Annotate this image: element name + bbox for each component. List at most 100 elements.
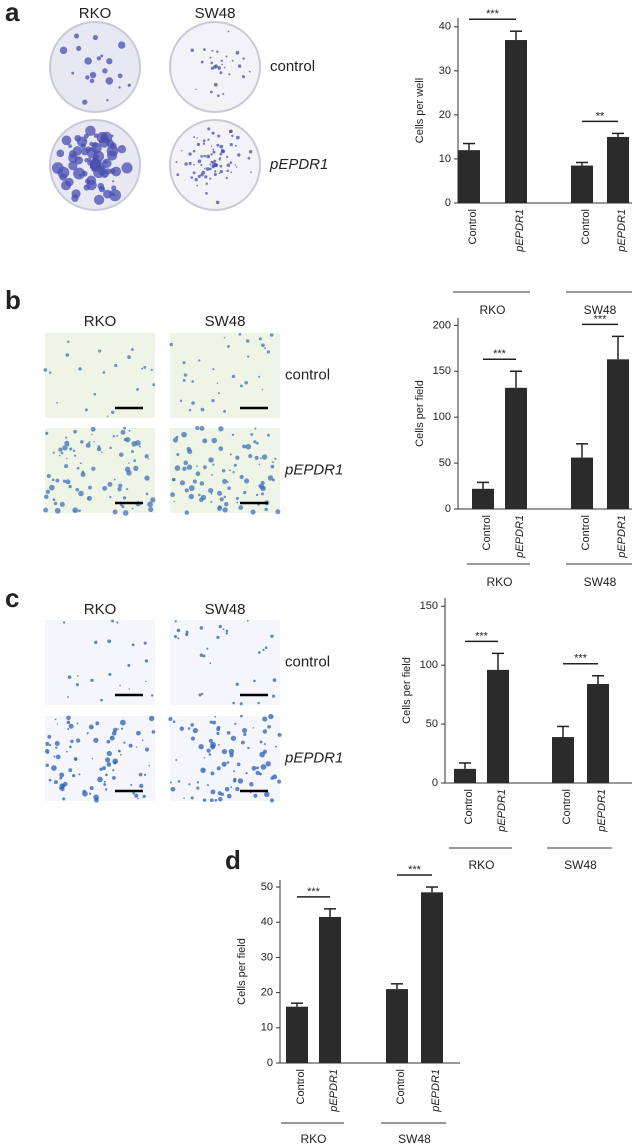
cell <box>175 435 179 439</box>
image-column-label: SW48 <box>195 5 236 22</box>
cell <box>87 157 92 162</box>
x-tick-label: Control <box>580 209 592 244</box>
cell <box>254 455 259 460</box>
cell <box>205 192 208 195</box>
cell <box>75 683 79 687</box>
cell <box>245 772 248 775</box>
cell <box>235 786 240 792</box>
cell <box>224 501 229 507</box>
cell <box>221 63 223 66</box>
cell <box>122 496 127 500</box>
cell <box>217 743 220 746</box>
panel-letter: a <box>5 0 20 27</box>
cell <box>68 161 78 171</box>
cell <box>233 770 236 773</box>
cell <box>186 446 191 452</box>
cell <box>202 798 207 802</box>
cell <box>226 163 231 168</box>
cell <box>176 628 181 633</box>
cell <box>193 136 196 138</box>
cell <box>65 750 68 753</box>
bar <box>607 359 629 509</box>
cell <box>144 659 149 663</box>
cell <box>138 445 142 448</box>
cell <box>73 33 80 39</box>
cell <box>227 344 230 348</box>
cell <box>198 493 201 497</box>
cell <box>54 740 60 746</box>
x-tick-label: Control <box>395 1069 407 1104</box>
cell <box>151 730 156 734</box>
cell <box>105 77 114 85</box>
cell <box>203 167 206 170</box>
cell <box>43 507 49 513</box>
cell <box>209 167 212 171</box>
cell <box>227 486 231 490</box>
cell <box>116 434 119 437</box>
cell <box>144 475 150 481</box>
cell <box>148 764 151 767</box>
cell <box>64 464 69 469</box>
cell <box>71 194 79 202</box>
x-tick-label: pEPDR1 <box>616 515 628 559</box>
cell <box>98 349 102 353</box>
y-tick-label: 200 <box>433 319 451 331</box>
cell <box>89 71 97 79</box>
cell <box>270 464 275 469</box>
cell <box>240 740 245 745</box>
cell <box>179 726 185 731</box>
cell <box>238 505 244 510</box>
cell <box>91 758 94 760</box>
cell <box>202 139 206 143</box>
cell <box>230 786 233 789</box>
cell <box>113 478 116 481</box>
cell <box>97 776 103 783</box>
cell <box>199 497 204 503</box>
cell <box>69 745 72 749</box>
cell <box>258 463 261 466</box>
cell <box>145 680 147 683</box>
cell <box>56 723 59 725</box>
cell <box>258 772 262 776</box>
cell <box>130 348 134 351</box>
cell <box>226 731 231 735</box>
cell <box>277 779 282 784</box>
micrograph <box>49 21 141 113</box>
cell <box>62 445 68 451</box>
cell <box>44 494 49 500</box>
cell <box>100 698 103 702</box>
cell <box>174 620 177 623</box>
cell <box>196 184 199 187</box>
cell <box>59 772 65 778</box>
cell <box>60 451 64 455</box>
x-tick-label: Control <box>463 789 475 824</box>
cell <box>67 675 72 679</box>
cell <box>214 64 218 68</box>
micrograph <box>49 119 141 211</box>
cell <box>226 481 229 483</box>
cell <box>108 672 112 676</box>
cell <box>221 761 227 767</box>
cell <box>93 794 99 801</box>
y-tick-label: 50 <box>426 718 438 730</box>
cell <box>172 478 176 482</box>
cell <box>259 751 265 758</box>
cell <box>100 54 104 58</box>
cell <box>260 764 267 770</box>
cell <box>79 462 82 465</box>
cell <box>169 342 173 347</box>
cell <box>207 138 210 141</box>
cell <box>203 48 206 52</box>
cell <box>150 497 156 503</box>
cell <box>248 70 251 73</box>
cell <box>54 507 61 514</box>
cell <box>239 702 243 706</box>
cell <box>255 493 259 497</box>
y-axis-label: Cells per field <box>414 380 426 447</box>
cell <box>133 465 139 471</box>
cell <box>237 153 241 157</box>
cell <box>176 173 180 177</box>
cell <box>114 363 118 368</box>
cell <box>274 745 277 748</box>
cell <box>106 144 119 157</box>
